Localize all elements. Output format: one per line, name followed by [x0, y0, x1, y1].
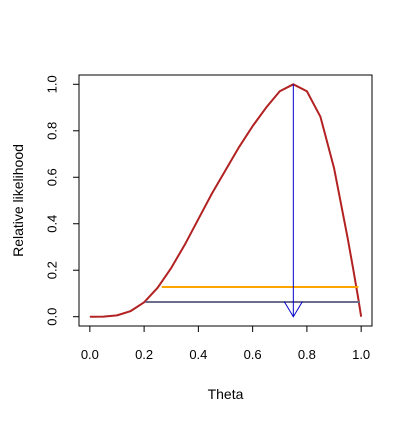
x-tick-label: 0.2 — [135, 347, 153, 362]
y-axis: 0.0 0.2 0.4 0.6 0.8 1.0 — [45, 75, 80, 326]
x-tick-label: 1.0 — [352, 347, 370, 362]
series-layer — [89, 83, 363, 318]
y-tick-label: 0.0 — [45, 308, 60, 326]
x-tick-label: 0.0 — [81, 347, 99, 362]
x-tick-label: 0.6 — [244, 347, 262, 362]
y-tick-label: 0.4 — [45, 215, 60, 233]
x-axis: 0.0 0.2 0.4 0.6 0.8 1.0 — [81, 325, 370, 362]
y-tick-label: 0.6 — [45, 168, 60, 186]
likelihood-curve — [89, 83, 363, 318]
y-tick-label: 0.8 — [45, 122, 60, 140]
x-axis-title: Theta — [208, 386, 244, 402]
y-tick-label: 0.2 — [45, 261, 60, 279]
y-axis-title: Relative likelihood — [10, 144, 26, 257]
x-tick-label: 0.4 — [189, 347, 207, 362]
x-tick-label: 0.8 — [298, 347, 316, 362]
mle-arrow-head — [283, 301, 303, 318]
y-tick-label: 1.0 — [45, 75, 60, 93]
plot-frame — [78, 74, 373, 327]
